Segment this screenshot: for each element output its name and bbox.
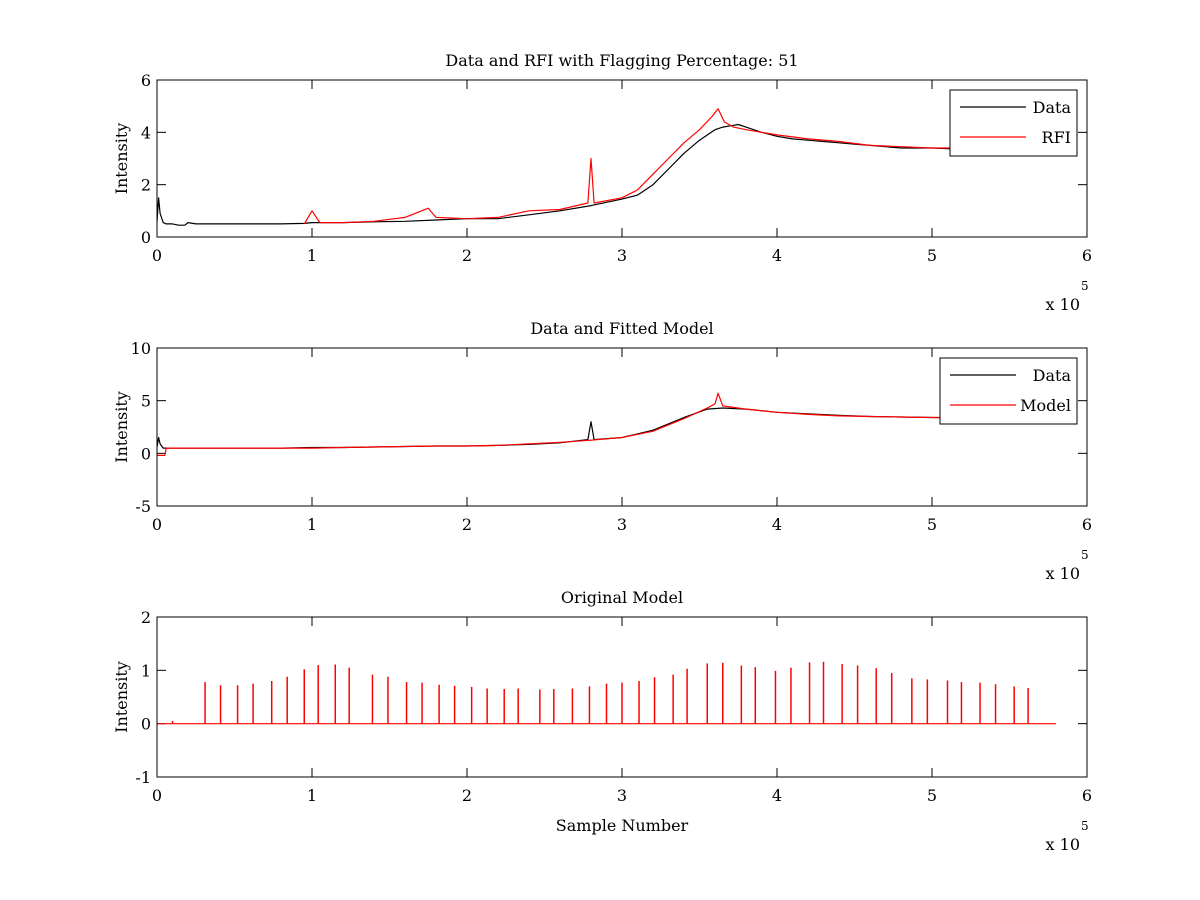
legend-label: Model [1020, 396, 1071, 415]
x-tick-label: 0 [152, 515, 162, 534]
chart-panel-1: 0 1 2 3 4 5 6 0 2 4 6 Data and RFI with Flagging Pe… [112, 51, 1092, 314]
y-tick-label: -5 [135, 497, 151, 516]
series-group [157, 108, 1041, 226]
x-multiplier-exponent: 5 [1081, 819, 1089, 833]
y-tick-label: 0 [141, 715, 151, 734]
x-tick-label: 5 [927, 786, 937, 805]
y-axis-label: Intensity [112, 391, 131, 463]
x-tick-label: 4 [772, 786, 782, 805]
legend-label: RFI [1042, 128, 1071, 147]
x-tick-label: 0 [152, 246, 162, 265]
x-tick-label: 0 [152, 786, 162, 805]
y-tick-label: 0 [141, 228, 151, 247]
axes-frame [156, 79, 1088, 238]
x-tick-label: 3 [617, 246, 627, 265]
y-tick-label: 1 [141, 661, 151, 680]
legend: Data RFI [949, 89, 1078, 157]
y-tick-label: 2 [141, 176, 151, 195]
x-tick-label: 6 [1082, 786, 1092, 805]
y-tick-label: 2 [141, 608, 151, 627]
x-tick-label: 2 [462, 515, 472, 534]
series-group [157, 392, 1041, 456]
y-tick-label: -1 [135, 768, 151, 787]
legend-label: Data [1033, 366, 1072, 385]
legend-box [939, 357, 1078, 425]
y-axis-label: Intensity [112, 661, 131, 733]
x-tick-label: 4 [772, 246, 782, 265]
x-tick-label: 4 [772, 515, 782, 534]
axes-frame [156, 347, 1088, 507]
x-tick-label: 1 [307, 786, 317, 805]
x-multiplier-exponent: 5 [1081, 279, 1089, 293]
x-tick-label: 5 [927, 246, 937, 265]
x-multiplier-exponent: 5 [1081, 548, 1089, 562]
y-tick-label: 0 [141, 444, 151, 463]
x-multiplier: x 10 [1046, 564, 1080, 583]
x-tick-label: 3 [617, 515, 627, 534]
x-tick-label: 1 [307, 246, 317, 265]
plot-area [157, 80, 1087, 237]
x-axis-label: Sample Number [556, 816, 689, 835]
plot-area [157, 348, 1087, 506]
legend-label: Data [1033, 98, 1072, 117]
series-line-data [157, 123, 1041, 226]
x-multiplier: x 10 [1046, 835, 1080, 854]
y-tick-label: 5 [141, 392, 151, 411]
x-tick-label: 6 [1082, 515, 1092, 534]
axes-frame [156, 616, 1088, 778]
x-tick-label: 3 [617, 786, 627, 805]
x-multiplier: x 10 [1046, 295, 1080, 314]
chart-title: Data and Fitted Model [530, 319, 713, 338]
series-line-model [157, 392, 1041, 456]
series-line-rfi [303, 108, 1026, 225]
y-tick-label: 6 [141, 71, 151, 90]
y-tick-label: 10 [131, 339, 151, 358]
series-group [157, 661, 1056, 725]
x-tick-label: 5 [927, 515, 937, 534]
x-tick-label: 6 [1082, 246, 1092, 265]
x-tick-label: 2 [462, 246, 472, 265]
legend-box [949, 89, 1078, 157]
x-tick-label: 1 [307, 515, 317, 534]
y-tick-label: 4 [141, 123, 151, 142]
x-tick-label: 2 [462, 786, 472, 805]
y-axis-label: Intensity [112, 123, 131, 195]
chart-title: Original Model [561, 588, 683, 607]
legend: Data Model [939, 357, 1078, 425]
chart-title: Data and RFI with Flagging Percentage: 5… [445, 51, 798, 70]
